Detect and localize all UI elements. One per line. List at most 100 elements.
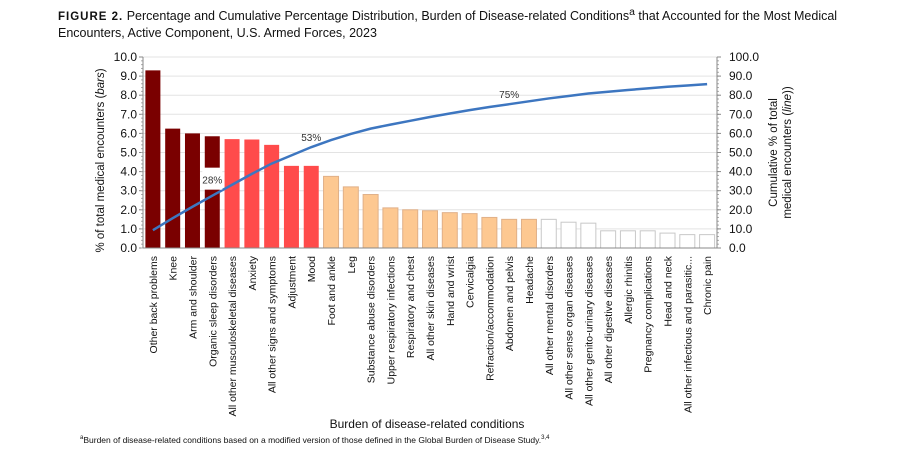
bar — [560, 221, 577, 249]
x-tick-label: Chronic pain — [702, 256, 714, 315]
y-tick-label: 0.0 — [120, 241, 137, 255]
y-axis-title-part: % of total medical encounters ( — [95, 95, 107, 253]
x-tick-label: Headache — [524, 256, 536, 304]
footnote: aBurden of disease-related conditions ba… — [80, 435, 549, 445]
annotation-label: 53% — [301, 133, 321, 144]
footnote-text: Burden of disease-related conditions bas… — [83, 435, 542, 445]
x-tick-label: Respiratory and chest — [405, 256, 417, 358]
x-tick-label: Foot and ankle — [326, 256, 338, 326]
x-tick-label: Abdomen and pelvis — [504, 256, 516, 351]
bar — [461, 213, 478, 249]
bar — [165, 128, 181, 248]
x-tick-label: Adjustment — [286, 256, 298, 309]
y-tick-label: 2.0 — [120, 203, 137, 217]
x-tick-label: All other digestive diseases — [603, 256, 615, 383]
title-text: Percentage and Cumulative Percentage Dis… — [126, 9, 630, 24]
bar — [501, 218, 518, 249]
x-tick-label: Hand and wrist — [445, 256, 457, 326]
bar — [342, 186, 359, 249]
bar — [382, 207, 399, 249]
bar — [303, 165, 319, 248]
cumulative-line — [152, 82, 708, 232]
y2-axis-title-paren: ) — [782, 86, 794, 90]
bar — [600, 230, 617, 249]
x-tick-label: All other skin diseases — [425, 256, 437, 360]
y-axis-title-part: bars — [95, 72, 107, 95]
bar — [283, 165, 299, 248]
x-tick-label: Head and neck — [663, 255, 675, 326]
bar — [204, 136, 220, 248]
annotation-background — [202, 167, 223, 190]
y-tick-label: 8.0 — [120, 88, 137, 102]
y2-axis-title-line1: Cumulative % of total — [768, 98, 780, 207]
bar — [659, 232, 676, 249]
y2-axis-title-line2: medical encounters (line)) — [782, 86, 794, 219]
y2-tick-label: 40.0 — [729, 165, 753, 179]
y-axis-title: % of total medical encounters (bars) — [95, 68, 107, 252]
x-tick-label: Refraction/accommodation — [484, 256, 496, 381]
annotation-label: 75% — [499, 90, 519, 101]
y2-tick-label: 100.0 — [729, 50, 759, 64]
footnote-ref: 3,4 — [541, 435, 550, 442]
y2-tick-label: 80.0 — [729, 88, 753, 102]
bar — [639, 230, 656, 249]
x-tick-label: Substance abuse disorders — [366, 256, 378, 383]
y2-tick-label: 70.0 — [729, 107, 753, 121]
x-tick-label: Leg — [346, 256, 358, 274]
bar — [184, 133, 200, 248]
bar — [699, 234, 716, 249]
y-tick-label: 3.0 — [120, 184, 137, 198]
x-tick-label: All other infectious and parasitic... — [682, 256, 694, 413]
y2-axis-title-part: medical encounters ( — [782, 112, 794, 219]
y-tick-label: 1.0 — [120, 222, 137, 236]
y-tick-label: 5.0 — [120, 146, 137, 160]
figure-title: FIGURE 2. Percentage and Cumulative Perc… — [58, 5, 848, 41]
bar — [679, 234, 696, 249]
title-sup: a — [629, 7, 635, 18]
y2-tick-label: 10.0 — [729, 222, 753, 236]
x-tick-label: Organic sleep disorders — [207, 256, 219, 367]
bar — [422, 210, 438, 249]
bar — [580, 222, 597, 249]
bar — [520, 218, 537, 249]
y2-tick-label: 20.0 — [729, 203, 753, 217]
bar — [244, 139, 260, 248]
y2-tick-label: 0.0 — [729, 241, 746, 255]
x-tick-label: Anxiety — [247, 255, 259, 290]
bar — [323, 175, 340, 249]
x-tick-label: Mood — [306, 256, 318, 282]
y2-tick-label: 60.0 — [729, 126, 753, 140]
y-tick-label: 6.0 — [120, 126, 137, 140]
bar — [481, 216, 498, 249]
bar — [362, 194, 379, 249]
bar — [224, 139, 240, 248]
y-tick-label: 10.0 — [114, 50, 138, 64]
x-tick-label: Knee — [168, 256, 180, 281]
x-tick-label: Pregnancy complications — [643, 256, 655, 373]
y2-axis-title-part: line — [782, 94, 794, 112]
x-tick-label: Other back problems — [148, 256, 160, 353]
x-tick-label: All other genito-urinary diseases — [583, 256, 595, 406]
bar — [441, 212, 458, 249]
y2-axis-title-part: ) — [782, 90, 794, 94]
x-tick-label: All other signs and symptoms — [267, 256, 279, 393]
x-tick-label: All other musculoskeletal diseases — [227, 256, 239, 417]
title-text-2: that Accounted for the Most Medical Enco… — [58, 9, 838, 41]
y2-tick-label: 50.0 — [729, 146, 753, 160]
bar — [619, 230, 636, 249]
annotation-label: 28% — [202, 176, 222, 187]
footnote-sup: a — [80, 435, 84, 442]
y-tick-label: 9.0 — [120, 69, 137, 83]
y-tick-label: 7.0 — [120, 107, 137, 121]
bar — [540, 218, 557, 249]
x-tick-label: Allergic rhinitis — [623, 256, 635, 324]
x-tick-label: Upper respiratory infections — [385, 256, 397, 384]
y-axis-title-part: ) — [95, 68, 107, 72]
x-axis-title: Burden of disease-related conditions — [330, 417, 525, 431]
y2-tick-label: 30.0 — [729, 184, 753, 198]
bar — [264, 144, 280, 248]
figure-label: FIGURE 2. — [58, 11, 124, 24]
x-tick-label: Cervicalgia — [465, 256, 477, 308]
y2-tick-label: 90.0 — [729, 69, 753, 83]
